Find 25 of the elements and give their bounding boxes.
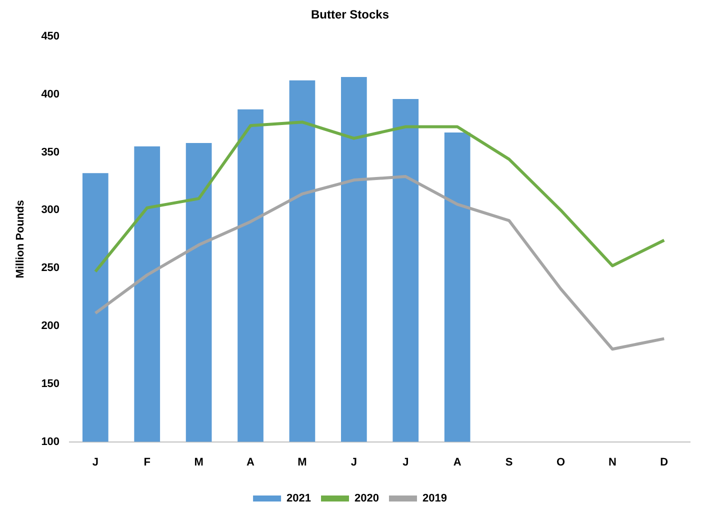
y-tick-label: 450 <box>41 30 60 42</box>
chart-title: Butter Stocks <box>310 8 390 22</box>
x-tick-label: J <box>350 456 357 468</box>
legend-label: 2019 <box>422 492 447 505</box>
x-tick-label: M <box>194 456 204 468</box>
x-tick-label: D <box>660 456 668 468</box>
x-tick-label: J <box>402 456 409 468</box>
legend-label: 2021 <box>286 492 312 505</box>
x-tick-label: N <box>608 456 616 468</box>
legend-label: 2020 <box>354 492 379 505</box>
x-tick-label: F <box>144 456 151 468</box>
y-tick-label: 200 <box>41 320 60 332</box>
x-tick-label: A <box>246 456 255 468</box>
y-tick-label: 150 <box>41 378 60 390</box>
y-tick-label: 350 <box>41 146 60 158</box>
x-tick-label: O <box>556 456 566 468</box>
x-tick-label: J <box>92 456 98 468</box>
x-tick-label: A <box>453 456 462 468</box>
y-tick-label: 100 <box>41 436 60 448</box>
x-tick-label: M <box>298 456 307 468</box>
y-tick-label: 400 <box>41 88 60 100</box>
x-tick-label: S <box>505 456 513 468</box>
y-tick-label: 300 <box>41 204 60 216</box>
y-tick-label: 250 <box>41 262 60 274</box>
y-axis-title: Million Pounds <box>14 200 27 278</box>
